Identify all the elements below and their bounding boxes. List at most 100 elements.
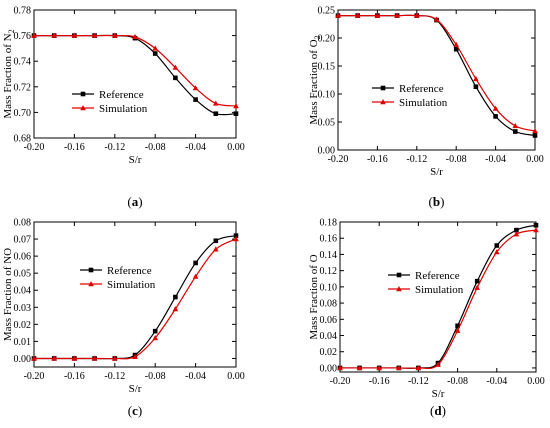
y-tick-label: 0.16 xyxy=(320,234,338,245)
data-point-simulation xyxy=(31,32,37,38)
panel-caption-letter: d xyxy=(434,403,442,418)
y-tick-label: 0.01 xyxy=(14,337,32,348)
y-tick-label: 0.02 xyxy=(14,320,32,331)
x-tick-label: -0.20 xyxy=(24,371,45,382)
data-point-reference xyxy=(453,46,459,52)
panel-caption-letter: b xyxy=(433,194,440,209)
y-tick-label: 0.10 xyxy=(318,90,336,101)
series-line-simulation xyxy=(337,14,536,132)
data-point-reference xyxy=(173,294,178,300)
data-point-simulation xyxy=(396,364,402,371)
legend-label-simulation: Simulation xyxy=(107,279,156,291)
y-tick-label: 0.06 xyxy=(320,315,338,326)
legend-label-simulation: Simulation xyxy=(99,103,148,115)
x-axis-label: S/r xyxy=(129,383,142,395)
x-tick-label: -0.04 xyxy=(485,154,506,165)
y-axis-label: Mass Fraction of NO xyxy=(2,248,14,341)
x-tick-label: -0.12 xyxy=(408,376,429,387)
panel-caption-letter: a xyxy=(132,194,139,209)
x-tick-label: -0.08 xyxy=(447,376,468,387)
data-point-simulation xyxy=(213,100,219,106)
series-line-simulation xyxy=(34,238,237,360)
data-point-reference xyxy=(493,114,498,119)
y-tick-label: 0.78 xyxy=(14,6,32,17)
data-point-simulation xyxy=(474,284,480,290)
data-point-simulation xyxy=(172,306,179,312)
data-point-simulation xyxy=(354,12,361,18)
data-point-simulation xyxy=(492,105,499,111)
data-point-reference xyxy=(152,328,158,334)
panel-caption: (c) xyxy=(128,403,142,418)
data-point-simulation xyxy=(132,353,138,359)
data-point-reference xyxy=(213,238,219,244)
y-tick-label: 0.18 xyxy=(320,218,338,229)
y-tick-label: 0.00 xyxy=(318,146,336,157)
data-point-simulation xyxy=(152,45,158,51)
x-tick-label: 0.00 xyxy=(227,371,245,382)
data-point-reference xyxy=(152,51,158,56)
y-axis-label: Mass Fraction of O2 xyxy=(308,35,322,124)
data-point-simulation xyxy=(213,246,219,252)
legend-marker-reference xyxy=(380,85,386,91)
panel-caption: (b) xyxy=(429,194,445,209)
y-tick-label: 0.70 xyxy=(14,108,32,119)
data-point-simulation xyxy=(192,273,199,279)
x-tick-label: -0.04 xyxy=(185,371,206,382)
data-point-simulation xyxy=(112,355,118,361)
y-axis-label-main: Mass Fraction of O xyxy=(308,39,320,124)
x-tick-label: -0.08 xyxy=(446,154,467,165)
y-tick-label: 0.20 xyxy=(318,34,336,45)
data-point-simulation xyxy=(132,33,138,40)
data-point-simulation xyxy=(91,32,98,38)
data-point-reference xyxy=(494,243,500,248)
data-point-simulation xyxy=(51,355,57,361)
legend-marker-simulation xyxy=(80,105,86,111)
data-point-reference xyxy=(193,260,198,266)
x-tick-label: 0.00 xyxy=(527,376,545,387)
y-tick-label: 0.07 xyxy=(14,235,32,246)
y-tick-label: 0.02 xyxy=(320,347,338,358)
series-line-simulation xyxy=(339,229,537,370)
legend: Reference Simulation xyxy=(72,89,148,115)
data-point-simulation xyxy=(112,32,118,38)
data-point-reference xyxy=(473,84,479,90)
x-tick-label: -0.20 xyxy=(330,376,351,387)
data-point-simulation xyxy=(172,64,179,70)
data-point-simulation xyxy=(494,249,500,255)
legend-label-reference: Reference xyxy=(99,89,144,101)
y-tick-label: 0.03 xyxy=(14,303,32,314)
y-axis-label: Mass Fraction of N2 xyxy=(2,29,16,118)
legend: Reference Simulation xyxy=(388,270,464,296)
data-point-reference xyxy=(532,133,538,138)
data-point-simulation xyxy=(335,12,341,18)
x-tick-label: -0.16 xyxy=(367,154,388,165)
legend-label-reference: Reference xyxy=(399,83,444,95)
y-tick-label: 0.72 xyxy=(14,82,32,93)
y-tick-label: 0.04 xyxy=(320,331,338,342)
y-axis-label-main: Mass Fraction of NO xyxy=(2,248,14,341)
y-tick-label: 0.25 xyxy=(318,6,336,17)
chart-panel-c: -0.20 -0.16 -0.12 -0.08 -0.04 0.00 0.00 0.01 0.0… xyxy=(2,218,245,419)
plot-frame xyxy=(33,221,237,368)
data-point-reference xyxy=(193,97,198,102)
panel-caption: (a) xyxy=(127,194,142,209)
data-point-reference xyxy=(173,75,178,81)
y-tick-label: 0.08 xyxy=(320,299,338,310)
y-tick-label: 0.00 xyxy=(320,363,338,374)
data-point-simulation xyxy=(233,103,239,109)
legend-marker-simulation xyxy=(380,99,386,105)
data-point-simulation xyxy=(414,12,420,18)
x-tick-label: -0.08 xyxy=(145,371,166,382)
y-tick-label: 0.12 xyxy=(320,266,338,277)
data-point-simulation xyxy=(453,41,459,47)
chart-panel-b: -0.20 -0.16 -0.12 -0.08 -0.04 0.00 0.00 0.05 0.1… xyxy=(308,6,544,210)
data-point-reference xyxy=(233,111,239,116)
legend-label-reference: Reference xyxy=(107,265,152,277)
data-point-simulation xyxy=(533,227,539,233)
x-tick-label: -0.12 xyxy=(104,371,125,382)
y-tick-label: 0.05 xyxy=(14,269,32,280)
data-point-simulation xyxy=(376,364,382,371)
y-tick-label: 0.00 xyxy=(14,354,32,365)
x-tick-label: -0.16 xyxy=(64,142,85,153)
x-tick-label: 0.00 xyxy=(227,142,245,153)
